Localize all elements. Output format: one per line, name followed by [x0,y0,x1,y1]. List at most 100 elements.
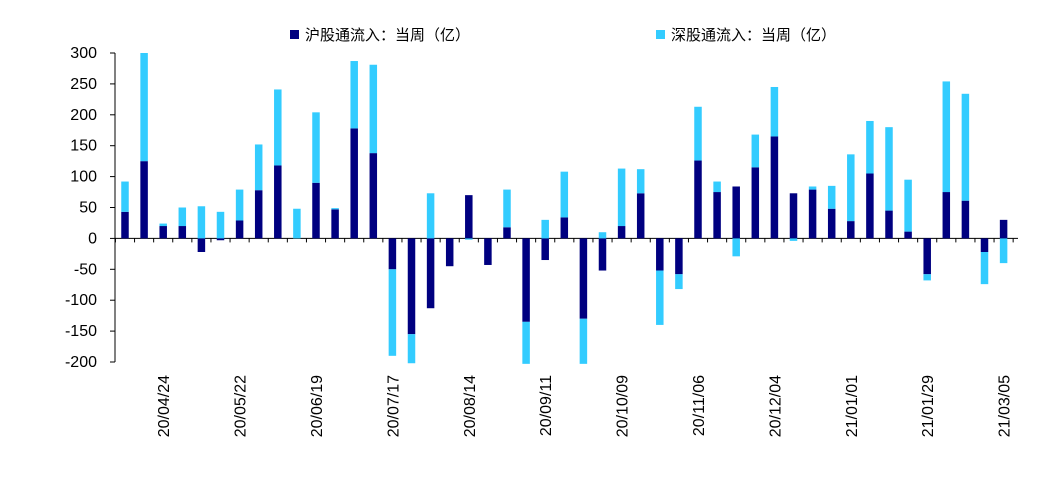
bar-shanghai-32 [732,186,740,239]
bar-shenzhen-32 [732,238,740,257]
y-tick-label: 150 [70,138,97,155]
y-tick-label: 50 [79,200,97,217]
bar-shenzhen-38 [847,154,855,222]
bar-shenzhen-35 [789,238,798,241]
bar-shanghai-21 [522,238,530,322]
y-tick-label: 250 [70,76,97,93]
bar-shenzhen-24 [579,318,588,364]
bar-shenzhen-44 [961,93,970,201]
bar-shanghai-24 [579,238,588,319]
bar-shanghai-15 [407,238,416,335]
y-tick-label: 0 [88,230,97,247]
bar-shanghai-7 [254,190,263,239]
bar-shenzhen-14 [388,269,397,356]
x-tick-label: 20/07/17 [385,375,402,437]
bar-shanghai-30 [694,160,702,239]
bar-shanghai-16 [426,238,435,309]
bar-shenzhen-4 [197,206,206,239]
y-tick-label: -50 [74,261,97,278]
bar-shanghai-31 [713,192,721,239]
bar-shenzhen-18 [465,238,473,240]
bar-shenzhen-26 [617,168,626,227]
x-tick-label: 20/11/06 [691,375,708,436]
x-tick-label: 20/10/09 [615,375,632,437]
x-tick-labels: 20/04/24 20/05/22 20/06/19 20/07/17 20/08/14… [156,375,1013,437]
y-tick-label: 200 [70,107,97,124]
x-tick-label: 21/01/29 [920,375,937,437]
bar-shanghai-42 [923,238,931,275]
bar-shenzhen-20 [503,189,511,228]
bar-shenzhen-43 [942,81,951,193]
bar-shanghai-2 [159,226,167,239]
bar-shenzhen-33 [751,134,760,168]
bar-shanghai-1 [140,161,148,239]
x-tick-label: 20/08/14 [462,375,479,437]
bar-shenzhen-41 [904,179,912,232]
bar-shanghai-3 [178,226,187,239]
bar-shanghai-4 [197,238,206,252]
bar-shenzhen-28 [656,270,664,325]
x-tick-label: 20/04/24 [156,375,173,437]
bar-shanghai-27 [636,193,645,239]
x-tick-label: 20/12/04 [767,375,784,437]
bar-shenzhen-5 [216,211,225,239]
y-tick-labels: 300 250 200 150 100 50 0 -50 -100 -150 -200 [65,45,97,371]
legend-label-shenzhen: 深股通流入：当周（亿） [671,26,837,44]
bar-shenzhen-37 [827,185,836,209]
bar-shanghai-19 [484,238,492,265]
bar-shanghai-37 [827,208,836,239]
y-tick-label: -200 [65,354,97,371]
bar-shanghai-28 [656,238,664,271]
bar-shenzhen-11 [331,208,339,210]
bar-shanghai-34 [770,136,779,239]
bar-shanghai-20 [503,227,511,239]
bar-shenzhen-2 [159,223,167,227]
bar-shenzhen-46 [999,238,1008,264]
bar-shenzhen-1 [140,53,148,162]
legend-swatch-shenzhen [656,30,665,39]
bar-shenzhen-42 [923,274,931,281]
bar-shenzhen-23 [560,171,569,218]
bar-shenzhen-6 [235,189,244,221]
bar-shenzhen-12 [350,61,358,129]
bar-shenzhen-10 [312,112,320,183]
bar-shenzhen-30 [694,106,702,161]
legend-swatch-shanghai [290,30,299,39]
y-tick-label: -150 [65,323,97,340]
bar-shanghai-43 [942,192,951,239]
bar-shenzhen-36 [808,186,817,190]
bar-shanghai-6 [235,220,244,239]
bar-shenzhen-21 [522,321,530,364]
legend-item-shenzhen: 深股通流入：当周（亿） [656,24,836,45]
bar-shanghai-5 [216,238,225,241]
bar-shanghai-11 [331,209,339,239]
bar-shanghai-0 [121,211,129,239]
bar-shenzhen-7 [254,144,263,191]
bar-shenzhen-13 [369,64,378,154]
bar-shenzhen-25 [598,232,607,239]
bar-shanghai-12 [350,128,358,239]
bar-shanghai-29 [675,238,683,275]
bar-shanghai-46 [999,219,1008,239]
bar-shenzhen-40 [885,127,893,211]
bar-shanghai-35 [789,193,798,239]
bar-shanghai-26 [617,226,626,239]
bar-shanghai-18 [465,195,473,239]
bar-shenzhen-29 [675,274,683,290]
bar-shenzhen-8 [274,89,282,166]
y-tick-label: 300 [70,45,97,62]
bar-shenzhen-3 [178,207,187,227]
bar-shanghai-17 [445,238,454,267]
bar-shanghai-44 [961,200,970,239]
x-tick-label: 20/09/11 [538,375,555,436]
bar-shenzhen-39 [866,120,874,174]
bar-shanghai-33 [751,167,760,239]
bar-shanghai-25 [598,238,607,271]
bar-shanghai-14 [388,238,397,270]
bar-shanghai-40 [885,210,893,239]
y-tick-label: -100 [65,292,97,309]
bar-shanghai-22 [541,238,549,261]
y-tick-label: 100 [70,169,97,186]
bar-shanghai-23 [560,217,569,239]
